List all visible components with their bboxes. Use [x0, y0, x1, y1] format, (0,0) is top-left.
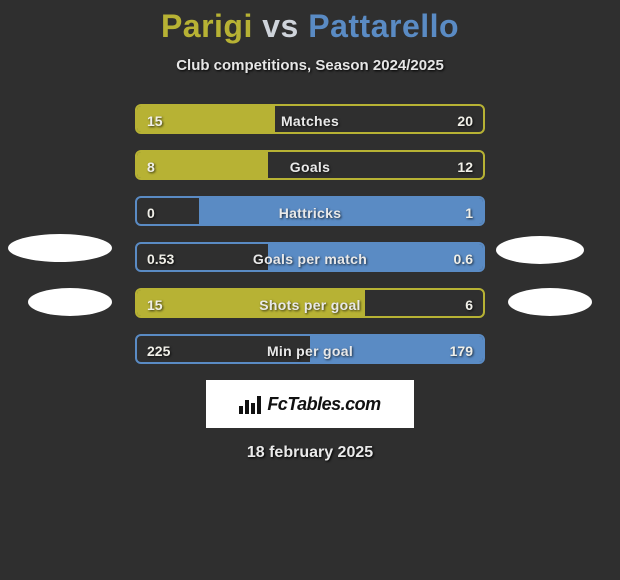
stat-label: Hattricks — [137, 198, 483, 226]
stat-row: 225179Min per goal — [135, 334, 485, 364]
stat-row: 812Goals — [135, 150, 485, 180]
stat-label: Goals — [137, 152, 483, 180]
stat-row: 1520Matches — [135, 104, 485, 134]
stat-row: 156Shots per goal — [135, 288, 485, 318]
player1-name: Parigi — [161, 8, 253, 44]
stat-row: 01Hattricks — [135, 196, 485, 226]
stat-rows: 1520Matches 812Goals 01Hattricks 0.530.6Goa… — [135, 104, 485, 364]
vs-text: vs — [262, 8, 299, 44]
stat-label: Goals per match — [137, 244, 483, 272]
right-team-badge — [508, 288, 592, 316]
logo-text: FcTables.com — [267, 394, 380, 415]
right-team-badge — [496, 236, 584, 264]
logo-box: FcTables.com — [206, 380, 414, 428]
left-team-badge — [28, 288, 112, 316]
stat-label: Min per goal — [137, 336, 483, 364]
left-team-badge — [8, 234, 112, 262]
subtitle: Club competitions, Season 2024/2025 — [0, 57, 620, 74]
player2-name: Pattarello — [308, 8, 459, 44]
stat-label: Shots per goal — [137, 290, 483, 318]
date-text: 18 february 2025 — [0, 444, 620, 462]
comparison-title: Parigi vs Pattarello — [0, 0, 620, 45]
stat-label: Matches — [137, 106, 483, 134]
stat-row: 0.530.6Goals per match — [135, 242, 485, 272]
chart-icon — [239, 394, 261, 414]
